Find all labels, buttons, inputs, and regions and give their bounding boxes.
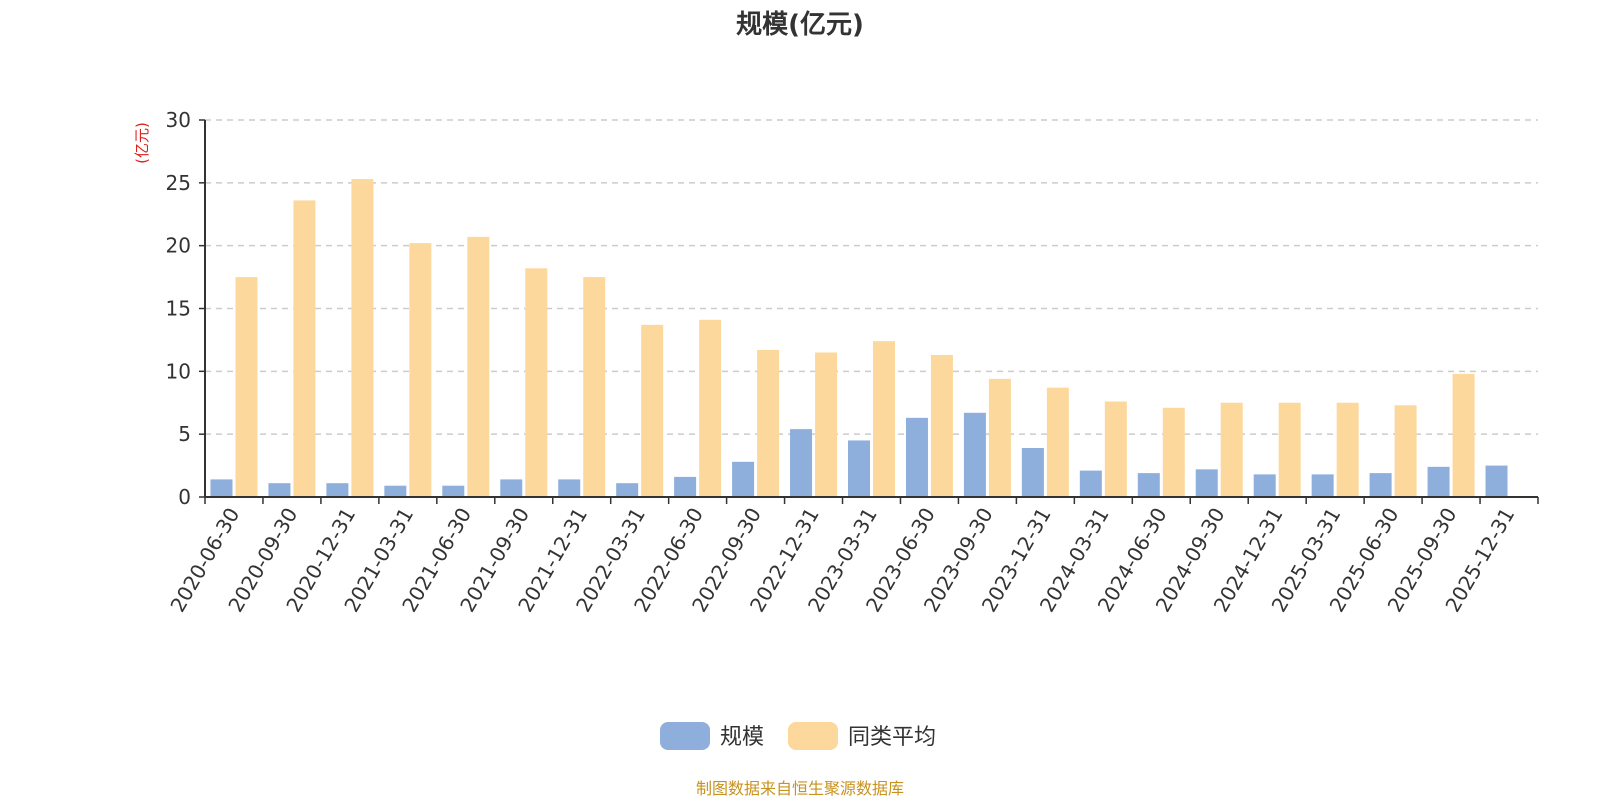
- footer-source-text: 制图数据来自恒生聚源数据库: [696, 779, 904, 798]
- grid-lines: [205, 119, 1538, 435]
- bar-scale-2024-09-30[interactable]: [1195, 469, 1218, 497]
- y-tick-label: 30: [166, 108, 191, 132]
- bar-peer-average-2022-03-31[interactable]: [641, 324, 664, 497]
- legend-swatch-scale[interactable]: [660, 722, 710, 750]
- bar-peer-average-2023-09-30[interactable]: [988, 378, 1011, 497]
- legend-swatch-peer-average[interactable]: [788, 722, 838, 750]
- bar-scale-2025-12-31[interactable]: [1485, 465, 1508, 497]
- bar-peer-average-2022-06-30[interactable]: [699, 319, 722, 497]
- bar-scale-2024-12-31[interactable]: [1253, 474, 1276, 497]
- legend[interactable]: 规模 同类平均: [660, 722, 936, 750]
- bar-scale-2022-06-30[interactable]: [674, 476, 697, 497]
- bar-scale-2025-06-30[interactable]: [1369, 473, 1392, 497]
- bar-peer-average-2024-03-31[interactable]: [1104, 401, 1127, 497]
- y-tick-label: 25: [166, 171, 191, 195]
- y-tick-label: 10: [166, 359, 191, 383]
- bar-peer-average-2025-03-31[interactable]: [1336, 402, 1359, 497]
- bar-peer-average-2024-06-30[interactable]: [1162, 407, 1185, 497]
- bar-scale-2025-09-30[interactable]: [1427, 466, 1450, 497]
- bar-scale-2021-06-30[interactable]: [442, 485, 465, 497]
- bar-scale-2023-06-30[interactable]: [905, 417, 928, 497]
- bar-peer-average-2024-09-30[interactable]: [1220, 402, 1243, 497]
- bar-scale-2022-12-31[interactable]: [790, 429, 813, 497]
- bar-scale-2020-06-30[interactable]: [210, 479, 233, 497]
- bar-peer-average-2024-12-31[interactable]: [1278, 402, 1301, 497]
- bar-peer-average-2025-09-30[interactable]: [1452, 373, 1475, 497]
- chart-title: 规模(亿元): [736, 10, 864, 40]
- bar-scale-2022-03-31[interactable]: [616, 483, 639, 497]
- bar-peer-average-2021-09-30[interactable]: [525, 268, 548, 497]
- legend-label-peer-average[interactable]: 同类平均: [848, 725, 936, 750]
- bar-scale-2024-03-31[interactable]: [1079, 470, 1102, 497]
- bar-scale-2023-03-31[interactable]: [848, 440, 870, 497]
- bar-peer-average-2020-06-30[interactable]: [235, 277, 258, 497]
- bar-scale-2024-06-30[interactable]: [1137, 473, 1160, 497]
- bar-scale-2021-09-30[interactable]: [500, 479, 523, 497]
- bar-peer-average-2025-06-30[interactable]: [1394, 405, 1417, 497]
- legend-label-scale[interactable]: 规模: [720, 725, 764, 750]
- bar-peer-average-2023-12-31[interactable]: [1046, 387, 1069, 497]
- y-tick-label: 5: [178, 422, 191, 446]
- bar-scale-2020-09-30[interactable]: [268, 483, 291, 497]
- bar-peer-average-2020-12-31[interactable]: [351, 179, 374, 497]
- bar-peer-average-2020-09-30[interactable]: [293, 200, 316, 497]
- bar-peer-average-2023-06-30[interactable]: [930, 354, 953, 497]
- bar-scale-2021-12-31[interactable]: [558, 479, 581, 497]
- y-tick-label: 15: [166, 297, 191, 321]
- bar-scale-2021-03-31[interactable]: [384, 485, 407, 497]
- bar-scale-2023-09-30[interactable]: [963, 412, 986, 497]
- bar-scale-2020-12-31[interactable]: [326, 483, 349, 497]
- bar-peer-average-2022-09-30[interactable]: [757, 349, 780, 497]
- y-tick-label: 20: [166, 234, 191, 258]
- bar-scale-2022-09-30[interactable]: [732, 461, 755, 497]
- bar-peer-average-2021-03-31[interactable]: [409, 243, 432, 497]
- bar-peer-average-2022-12-31[interactable]: [815, 352, 838, 497]
- bar-scale-2023-12-31[interactable]: [1021, 447, 1044, 497]
- bar-scale-2025-03-31[interactable]: [1311, 474, 1334, 497]
- bar-peer-average-2023-03-31[interactable]: [873, 341, 895, 497]
- bars: [210, 179, 1508, 497]
- y-axis-label: (亿元): [133, 122, 151, 164]
- bar-peer-average-2021-06-30[interactable]: [467, 236, 490, 497]
- y-tick-label: 0: [178, 485, 191, 509]
- bar-peer-average-2021-12-31[interactable]: [583, 277, 606, 497]
